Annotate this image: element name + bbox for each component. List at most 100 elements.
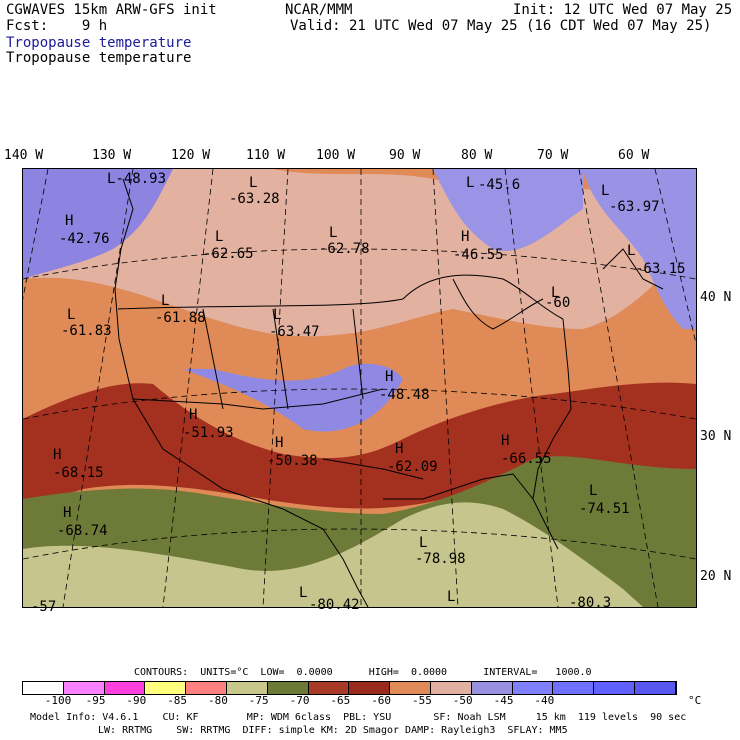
colorbar-swatch	[512, 682, 554, 694]
map-label: H	[65, 213, 74, 229]
valid-time: Valid: 21 UTC Wed 07 May 25 (16 CDT Wed …	[290, 18, 712, 34]
map-value: -63.28	[229, 191, 280, 207]
map-value: -61.88	[155, 310, 206, 326]
map-label: L	[273, 307, 282, 323]
map-label: L	[601, 183, 610, 199]
map-value: -48.48	[379, 387, 430, 403]
map-label: L	[589, 483, 598, 499]
colorbar-tick-label: -50	[452, 694, 473, 707]
map-value: -68.74	[57, 523, 108, 539]
colorbar-swatch	[471, 682, 513, 694]
colorbar-swatch	[553, 682, 595, 694]
colorbar-swatch	[390, 682, 431, 694]
lon-label: 140 W	[4, 148, 44, 163]
map-label: H	[63, 505, 72, 521]
colorbar-swatch	[634, 682, 676, 694]
map-label: L	[161, 293, 170, 309]
map-value: -57	[31, 599, 57, 615]
model-info-line2: LW: RRTMG SW: RRTMG DIFF: simple KM: 2D …	[98, 725, 568, 736]
colorbar-swatch	[226, 682, 268, 694]
organization: NCAR/MMM	[285, 2, 353, 18]
colorbar-unit: °C	[688, 694, 702, 707]
colorbar-tick-label: -40	[534, 694, 555, 707]
colorbar-tick-label: -80	[208, 694, 228, 707]
map-label: H	[501, 433, 510, 449]
colorbar-tick-label: -65	[330, 694, 351, 707]
map-label: L	[249, 175, 258, 191]
model-info-line1: Model Info: V4.6.1 CU: KF MP: WDM 6class…	[30, 712, 687, 723]
lon-label: 130 W	[92, 148, 132, 163]
colorbar-swatch	[594, 682, 635, 694]
map-value: -80.3	[569, 595, 612, 611]
colorbar-tick-label: -100	[44, 694, 72, 707]
lat-label: 20 N	[700, 569, 732, 584]
coastlines	[114, 178, 664, 608]
map-label: L	[299, 585, 308, 601]
map-value: -62.09	[387, 459, 438, 475]
map-value: -80.42	[309, 597, 360, 613]
tropopause-temperature-map: L-48.93 L -63.28 L -45.6 L -63.97 H -42.…	[0, 168, 740, 615]
forecast-hour: Fcst: 9 h	[6, 18, 108, 34]
map-field-svg	[0, 168, 740, 608]
map-value: -51.93	[183, 425, 234, 441]
map-label: H	[385, 369, 394, 385]
colorbar-tick-label: -75	[248, 694, 269, 707]
map-label: L	[67, 307, 76, 323]
map-label: L	[215, 229, 224, 245]
map-value: -63.47	[269, 324, 320, 340]
map-value: -60	[545, 295, 571, 311]
region-blue-greatlakes	[433, 169, 583, 251]
map-label: L	[627, 243, 636, 259]
colorbar-swatch	[267, 682, 309, 694]
region-blue-plains	[183, 363, 403, 432]
colorbar-tick-label: -55	[412, 694, 432, 707]
colorbar-swatch	[186, 682, 227, 694]
map-value: -42.76	[59, 231, 110, 247]
colorbar-tick-label: -70	[289, 694, 310, 707]
map-label: L	[419, 535, 428, 551]
map-label: L-48.93	[107, 171, 167, 187]
band-khaki	[23, 502, 643, 607]
colorbar-tick-label: -60	[371, 694, 392, 707]
map-value: -62.65	[203, 246, 254, 262]
field-title-secondary: Tropopause temperature	[6, 50, 192, 66]
map-label: L	[447, 589, 456, 605]
colorbar-swatch	[430, 682, 472, 694]
map-value: -62.78	[319, 241, 370, 257]
map-value: -45.6	[478, 177, 521, 193]
map-label: H	[275, 435, 284, 451]
color-bar	[22, 681, 677, 695]
map-value: -63.97	[609, 199, 660, 215]
lon-label: 90 W	[389, 148, 421, 163]
contours-info: CONTOURS: UNITS=°C LOW= 0.0000 HIGH= 0.0…	[134, 667, 592, 678]
colorbar-swatch	[349, 682, 391, 694]
map-value: -78.98	[415, 551, 466, 567]
map-label: H	[53, 447, 62, 463]
lon-label: 100 W	[316, 148, 356, 163]
map-value: -66.55	[501, 451, 552, 467]
map-label: L	[551, 285, 560, 301]
colorbar-swatch	[104, 682, 146, 694]
region-blue-northwest	[23, 169, 173, 279]
lon-label: 80 W	[461, 148, 493, 163]
colorbar-swatch	[63, 682, 105, 694]
model-title: CGWAVES 15km ARW-GFS init	[6, 2, 217, 18]
map-value: -46.55	[453, 247, 504, 263]
colorbar-tick-label: -95	[85, 694, 106, 707]
field-title-primary: Tropopause temperature	[6, 35, 192, 51]
lat-label: 30 N	[700, 429, 732, 444]
map-label: H	[189, 407, 198, 423]
lon-label: 60 W	[618, 148, 650, 163]
region-blue-northeast	[423, 169, 696, 329]
colorbar-tick-label: -90	[126, 694, 147, 707]
map-value: -68.15	[53, 465, 104, 481]
colorbar-swatch	[308, 682, 350, 694]
map-value: -61.83	[61, 323, 112, 339]
colorbar-tick-label: -45	[493, 694, 514, 707]
map-value: -50.38	[267, 453, 318, 469]
map-value: -74.51	[579, 501, 630, 517]
map-label: H	[461, 229, 470, 245]
colorbar-swatch	[23, 682, 64, 694]
colorbar-swatch	[145, 682, 187, 694]
map-label: L	[329, 225, 338, 241]
